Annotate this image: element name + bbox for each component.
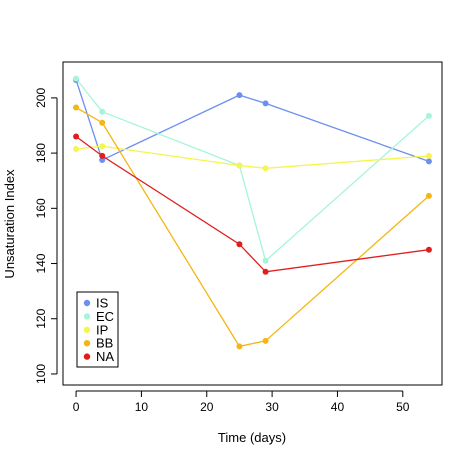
legend-label: NA	[96, 349, 114, 364]
data-point	[99, 119, 106, 126]
data-point	[236, 162, 243, 169]
legend-label: IP	[96, 322, 108, 337]
y-tick-label: 100	[34, 364, 48, 384]
data-point	[236, 241, 243, 248]
data-point	[425, 112, 432, 119]
data-point	[425, 246, 432, 253]
data-point	[425, 158, 432, 165]
legend-marker	[83, 326, 91, 333]
x-tick-label: 20	[200, 400, 214, 414]
data-point	[236, 92, 243, 99]
y-tick-label: 120	[34, 308, 48, 328]
x-tick-label: 50	[396, 400, 410, 414]
legend-label: IS	[96, 296, 109, 311]
legend-item: EC	[83, 309, 114, 324]
x-tick-label: 30	[265, 400, 279, 414]
y-tick-label: 180	[34, 143, 48, 163]
data-point	[73, 133, 80, 140]
series-bb	[73, 104, 432, 350]
data-point	[73, 75, 80, 82]
legend-marker	[83, 353, 91, 360]
data-point	[262, 337, 269, 344]
y-axis: 100 120 140 160 180 200	[34, 88, 58, 384]
series-line	[75, 79, 430, 163]
plot-box	[62, 61, 443, 386]
x-axis-label: Time (days)	[218, 430, 286, 445]
y-tick-label: 200	[34, 88, 48, 108]
legend-item: BB	[83, 336, 113, 351]
data-point	[73, 104, 80, 111]
data-point	[262, 257, 269, 264]
series-ec	[73, 75, 432, 264]
legend-label: EC	[96, 309, 114, 324]
series-na	[73, 133, 432, 275]
series-line	[75, 135, 429, 273]
legend-marker	[83, 313, 91, 320]
data-point	[262, 165, 269, 172]
legend-item: NA	[83, 349, 114, 364]
legend-label: BB	[96, 336, 113, 351]
data-point	[425, 192, 432, 199]
data-point	[262, 268, 269, 275]
series-line	[75, 78, 430, 262]
data-point	[99, 143, 106, 150]
series-line	[75, 107, 430, 348]
x-axis: 0 10 20 30 40 50	[73, 390, 410, 414]
series-line	[76, 145, 429, 169]
legend-item: IP	[83, 322, 108, 337]
series-is	[73, 76, 432, 165]
data-point	[99, 108, 106, 115]
data-point	[262, 100, 269, 107]
y-tick-label: 140	[34, 253, 48, 273]
x-tick-label: 40	[331, 400, 345, 414]
series-ip	[73, 143, 432, 172]
legend-marker	[83, 340, 91, 347]
data-point	[236, 343, 243, 350]
data-point	[99, 157, 106, 164]
data-point	[425, 152, 432, 159]
data-point	[99, 152, 106, 159]
data-point	[73, 145, 80, 152]
y-tick-label: 160	[34, 198, 48, 218]
y-axis-label: Unsaturation Index	[2, 169, 17, 279]
x-tick-label: 0	[73, 400, 80, 414]
legend-marker	[83, 299, 91, 307]
series-layer	[73, 75, 432, 350]
x-tick-label: 10	[135, 400, 149, 414]
legend-item: IS	[83, 296, 109, 311]
